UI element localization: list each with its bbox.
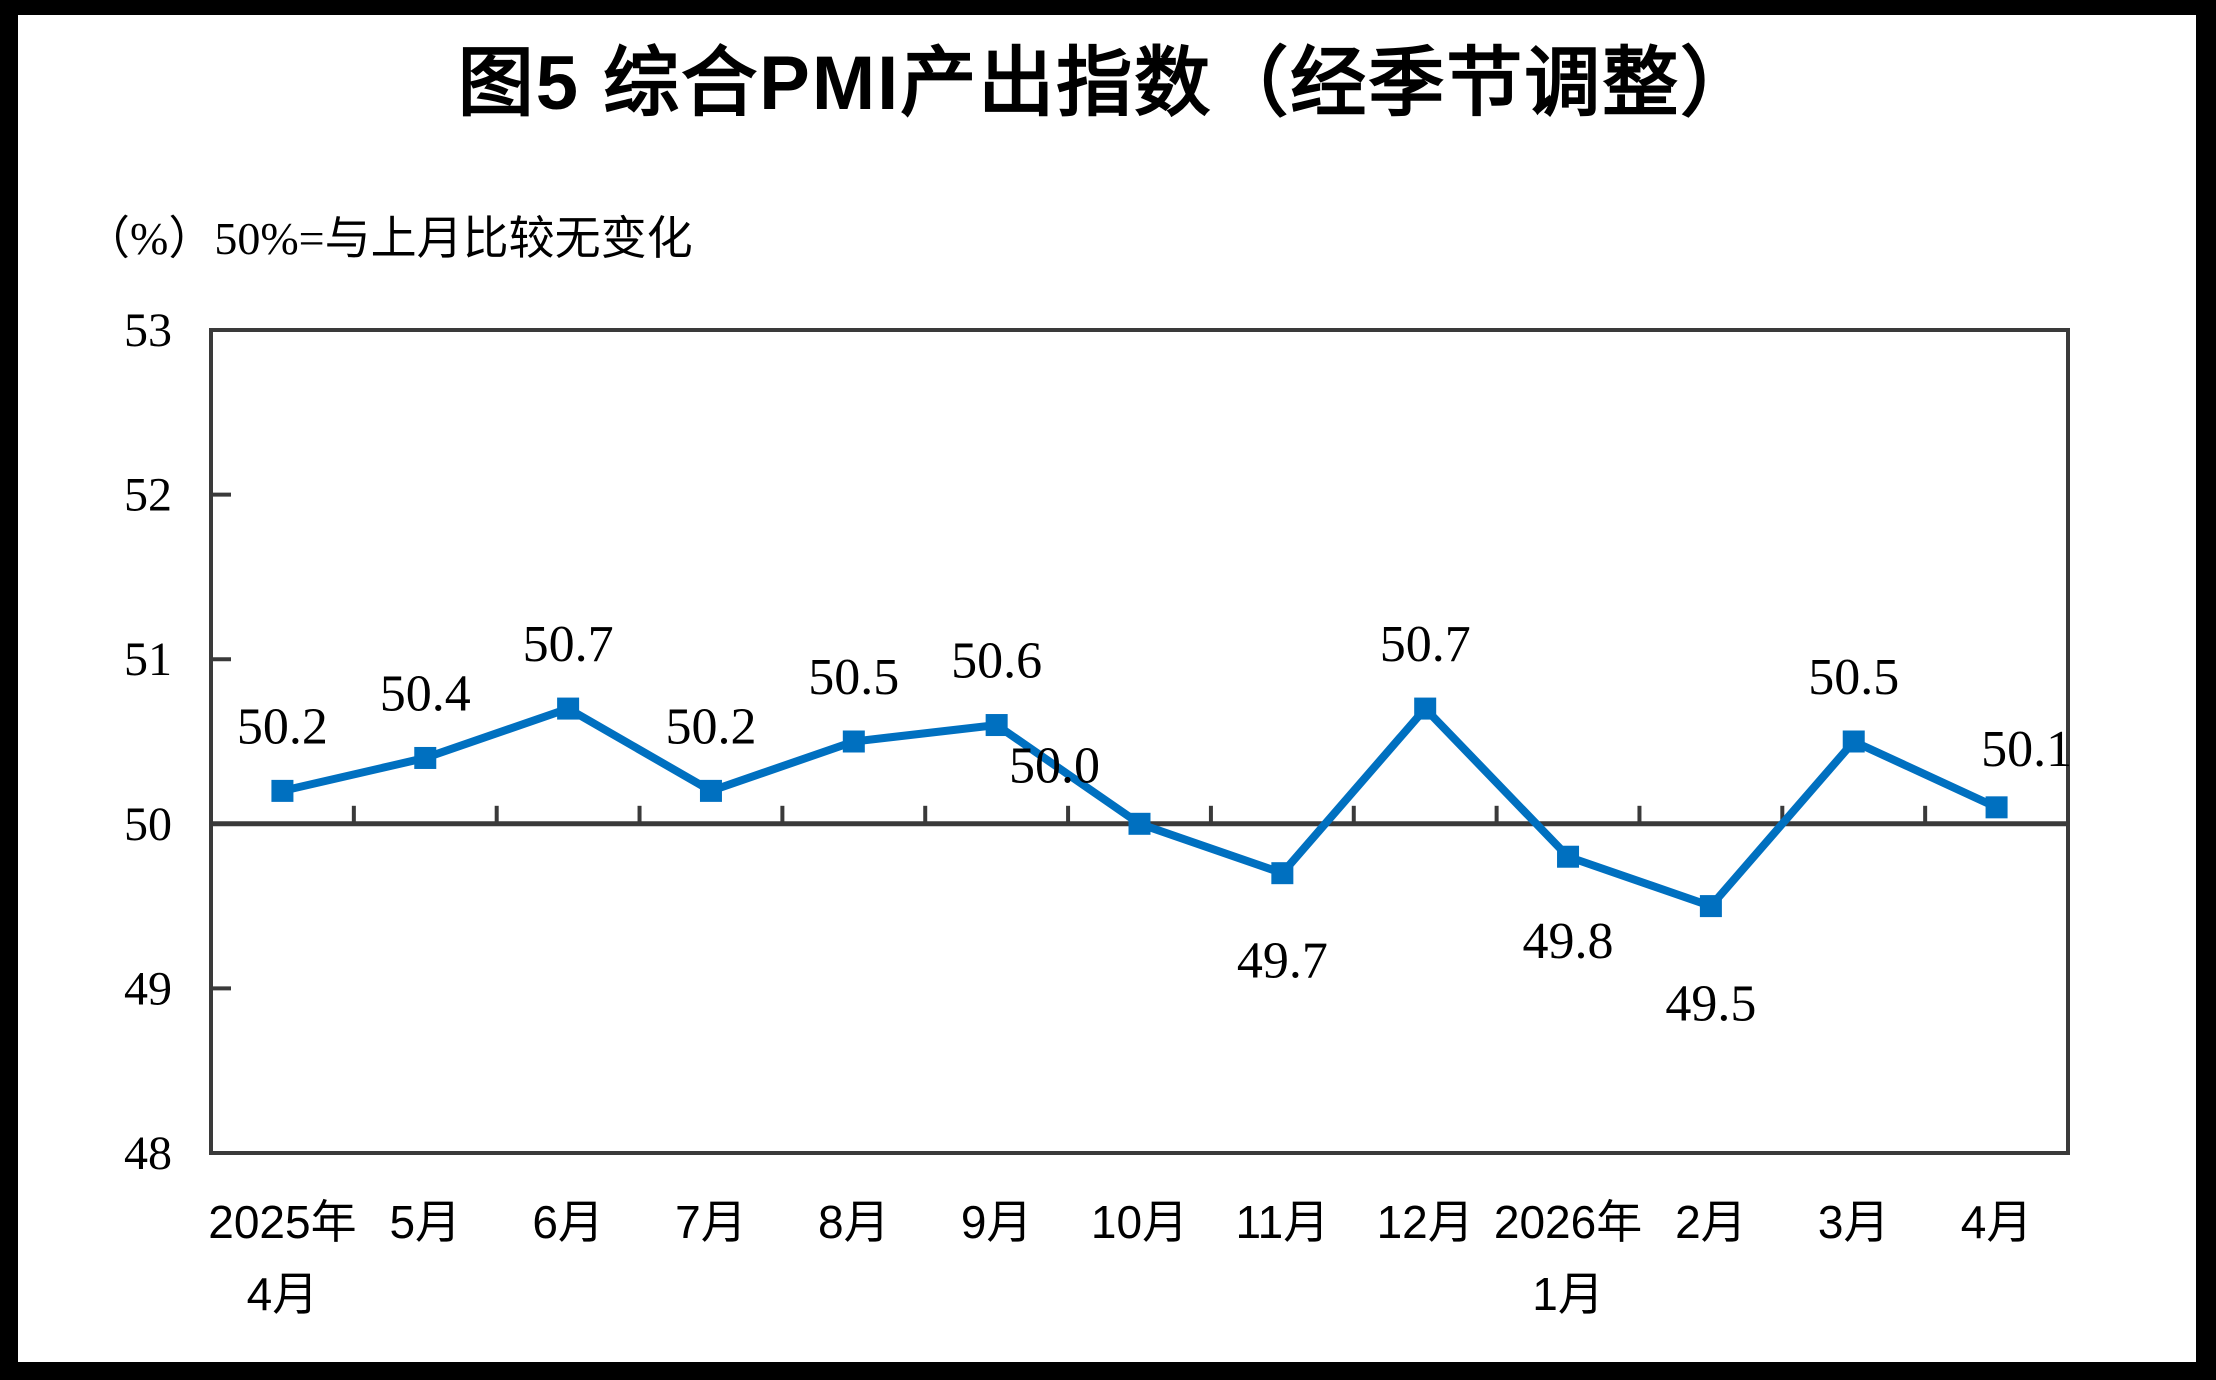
data-point-marker [557,697,580,720]
data-point-label: 49.8 [1523,913,1614,970]
y-axis-tick-label: 48 [124,1127,172,1180]
data-point-marker [1557,845,1580,868]
data-point-label: 49.5 [1665,976,1756,1033]
data-point-marker [699,779,722,802]
x-axis-tick-label: 11月 [1235,1196,1329,1248]
axis-unit-note: （%）50%=与上月比较无变化 [84,213,693,264]
data-point-label: 50.1 [1981,721,2072,778]
x-axis-tick-label: 6月 [532,1196,604,1248]
data-point-label: 49.7 [1237,933,1328,990]
x-axis-tick-label: 8月 [818,1196,890,1248]
data-point-label: 50.4 [380,665,471,722]
x-axis-tick-label: 10月 [1091,1196,1188,1248]
x-axis-tick-label: 2月 [1675,1196,1747,1248]
data-point-marker [1699,895,1722,918]
y-axis-tick-label: 53 [124,304,172,357]
plot-border [209,328,2070,1155]
y-axis-tick-label: 50 [124,798,172,851]
series-line [281,702,1999,911]
data-point-label: 50.2 [237,698,328,755]
x-axis-tick-label: 2026年 [1494,1196,1642,1248]
data-point-marker [842,730,865,753]
data-point-marker [1985,796,2008,819]
data-point-label: 50.6 [951,633,1042,690]
x-axis-tick-label: 9月 [961,1196,1033,1248]
data-point-marker [414,746,437,769]
chart-title: 图5 综合PMI产出指数（经季节调整） [457,41,1759,126]
y-axis-tick-label: 49 [124,962,172,1015]
data-point-marker [1842,730,1865,753]
x-axis-tick-label: 4月 [1961,1196,2033,1248]
y-axis-tick-label: 51 [124,633,172,686]
x-axis-tick-label: 12月 [1377,1196,1474,1248]
data-point-label: 50.7 [1380,616,1471,673]
x-axis-tick-label: 2025年 [208,1196,356,1248]
data-point-marker [1271,862,1294,885]
data-point-label: 50.0 [1009,737,1100,794]
data-point-marker [1128,812,1151,835]
x-axis-tick-label: 1月 [1532,1268,1604,1320]
data-point-label: 50.2 [665,698,756,755]
data-point-label: 50.5 [808,649,899,706]
x-axis-tick-label: 3月 [1818,1196,1890,1248]
data-point-marker [985,714,1008,737]
data-point-marker [1414,697,1437,720]
x-axis-tick-label: 5月 [389,1196,461,1248]
data-point-marker [271,779,294,802]
y-axis-tick-label: 52 [124,469,172,522]
data-point-label: 50.5 [1808,649,1899,706]
x-axis-tick-label: 7月 [675,1196,747,1248]
data-point-label: 50.7 [523,616,614,673]
x-axis-tick-label: 4月 [247,1268,319,1320]
